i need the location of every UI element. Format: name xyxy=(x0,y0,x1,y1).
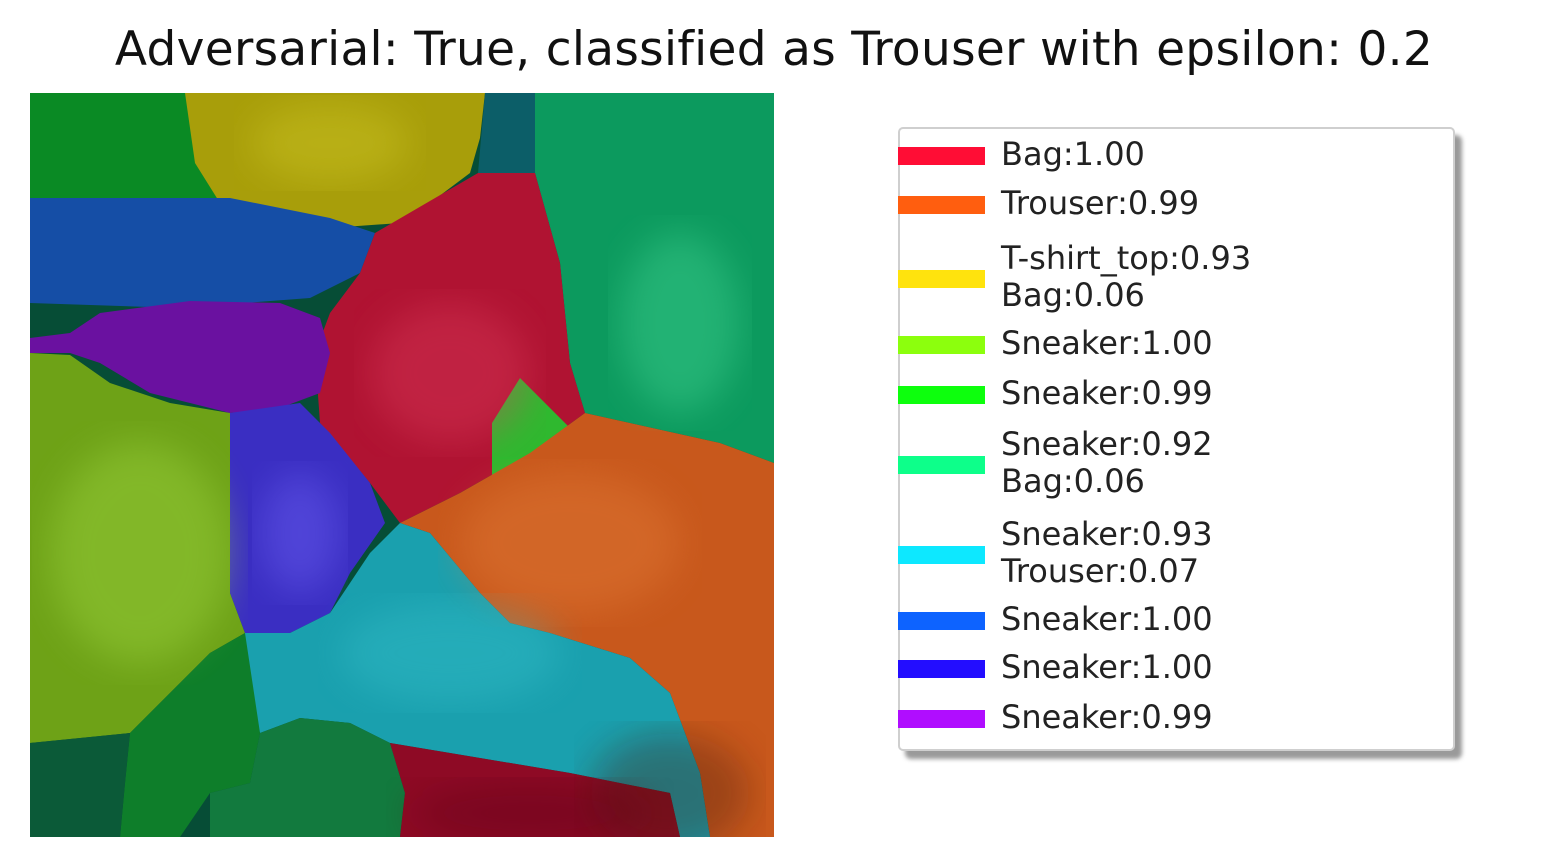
legend-label: Sneaker:1.00 xyxy=(1001,647,1213,686)
legend-label: Sneaker:0.93 Trouser:0.07 xyxy=(1001,516,1213,590)
legend-label-line: T-shirt_top:0.93 xyxy=(1001,239,1252,277)
lime-highlight xyxy=(50,443,230,663)
legend-swatch xyxy=(898,270,985,288)
legend-label: Bag:1.00 xyxy=(1001,134,1145,173)
legend-label: Sneaker:1.00 xyxy=(1001,599,1213,638)
legend-label-line: Bag:1.00 xyxy=(1001,134,1145,173)
olive-highlight xyxy=(250,103,410,183)
legend: Bag:1.00 Trouser:0.99 T-shirt_top:0.93 Bag:… xyxy=(898,127,1455,751)
legend-label: Sneaker:0.99 xyxy=(1001,697,1213,736)
legend-label-line: Sneaker:1.00 xyxy=(1001,599,1213,638)
green-top-left-region xyxy=(30,93,230,198)
legend-label-line: Sneaker:1.00 xyxy=(1001,647,1213,686)
blue-band-region xyxy=(30,198,375,308)
purple-left-region xyxy=(30,301,330,413)
legend-swatch xyxy=(898,336,985,354)
red-bottom-shadow xyxy=(410,783,650,837)
legend-swatch xyxy=(898,546,985,564)
green-bottom-middle-region xyxy=(210,718,405,837)
right-green-highlight xyxy=(620,233,740,413)
legend-label-line: Sneaker:0.99 xyxy=(1001,373,1213,412)
teal-top-region xyxy=(478,93,545,173)
legend-swatch xyxy=(898,196,985,214)
orange-highlight xyxy=(460,473,680,613)
green-bottom-left-region xyxy=(120,633,260,837)
legend-label-line: Sneaker:1.00 xyxy=(1001,323,1213,362)
legend-label-line: Bag:0.06 xyxy=(1001,462,1145,500)
legend-swatch xyxy=(898,660,985,678)
legend-label: Sneaker:0.92 Bag:0.06 xyxy=(1001,426,1213,500)
legend-label: T-shirt_top:0.93 Bag:0.06 xyxy=(1001,240,1251,314)
segmentation-image xyxy=(30,93,774,837)
figure-title: Adversarial: True, classified as Trouser… xyxy=(114,22,1434,77)
legend-label: Trouser:0.99 xyxy=(1001,183,1200,222)
dark-green-corner-region xyxy=(30,733,130,837)
indigo-highlight xyxy=(260,473,340,593)
legend-swatch xyxy=(898,147,985,165)
legend-label-line: Sneaker:0.99 xyxy=(1001,697,1213,736)
legend-label: Sneaker:0.99 xyxy=(1001,373,1213,412)
legend-label-line: Bag:0.06 xyxy=(1001,276,1145,314)
legend-label-line: Trouser:0.07 xyxy=(1001,552,1200,590)
red-highlight xyxy=(370,303,530,443)
cyan-highlight xyxy=(340,603,560,703)
legend-label-line: Sneaker:0.92 xyxy=(1001,425,1213,463)
legend-swatch xyxy=(898,386,985,404)
legend-swatch xyxy=(898,612,985,630)
legend-label-line: Trouser:0.99 xyxy=(1001,183,1200,222)
legend-label: Sneaker:1.00 xyxy=(1001,323,1213,362)
legend-swatch xyxy=(898,710,985,728)
legend-swatch xyxy=(898,456,985,474)
legend-label-line: Sneaker:0.93 xyxy=(1001,515,1213,553)
